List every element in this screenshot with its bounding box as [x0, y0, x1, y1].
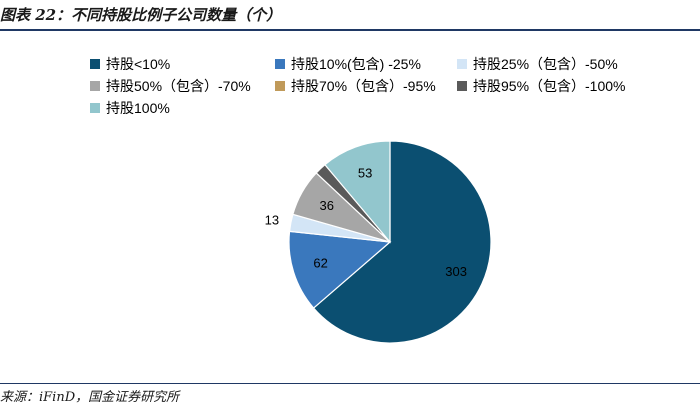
- slice-value-label: 53: [358, 166, 372, 181]
- slice-value-label: 303: [445, 264, 467, 279]
- legend-swatch: [90, 81, 100, 91]
- legend-label: 持股95%（包含）-100%: [473, 78, 626, 94]
- slice-value-label: 62: [313, 256, 327, 271]
- slice-value-label: 13: [265, 213, 279, 228]
- legend-swatch: [457, 59, 467, 69]
- legend-swatch: [90, 103, 100, 113]
- legend-item: 持股95%（包含）-100%: [457, 76, 626, 96]
- legend-item: 持股100%: [90, 98, 170, 118]
- legend-label: 持股<10%: [106, 56, 171, 72]
- legend-swatch: [457, 81, 467, 91]
- pie-chart: 303 62 13 36 9 53: [265, 140, 492, 344]
- legend-item: 持股25%（包含）-50%: [457, 54, 618, 74]
- legend-label: 持股10%(包含) -25%: [291, 56, 421, 72]
- legend-item: 持股50%（包含）-70%: [90, 76, 251, 96]
- source-note: 来源：iFinD，国金证券研究所: [0, 390, 180, 405]
- legend-item: 持股10%(包含) -25%: [275, 54, 421, 74]
- chart-title: 图表 22：不同持股比例子公司数量（个）: [0, 6, 282, 24]
- source-divider: [0, 383, 700, 384]
- chart-legend: 持股<10% 持股10%(包含) -25% 持股25%（包含）-50% 持股50%（包…: [90, 54, 690, 124]
- legend-label: 持股25%（包含）-50%: [473, 56, 618, 72]
- legend-swatch: [275, 81, 285, 91]
- pie-slice: [324, 140, 391, 244]
- legend-swatch: [90, 59, 100, 69]
- legend-swatch: [275, 59, 285, 69]
- pie-slice: [312, 140, 492, 344]
- legend-item: 持股70%（包含）-95%: [275, 76, 436, 96]
- legend-label: 持股100%: [106, 100, 170, 116]
- slice-value-label: 36: [319, 198, 333, 213]
- legend-label: 持股50%（包含）-70%: [106, 78, 251, 94]
- legend-label: 持股70%（包含）-95%: [291, 78, 436, 94]
- legend-item: 持股<10%: [90, 54, 170, 74]
- slice-value-label: 9: [305, 152, 312, 167]
- title-divider: [0, 29, 700, 31]
- pie-slice: [288, 230, 392, 309]
